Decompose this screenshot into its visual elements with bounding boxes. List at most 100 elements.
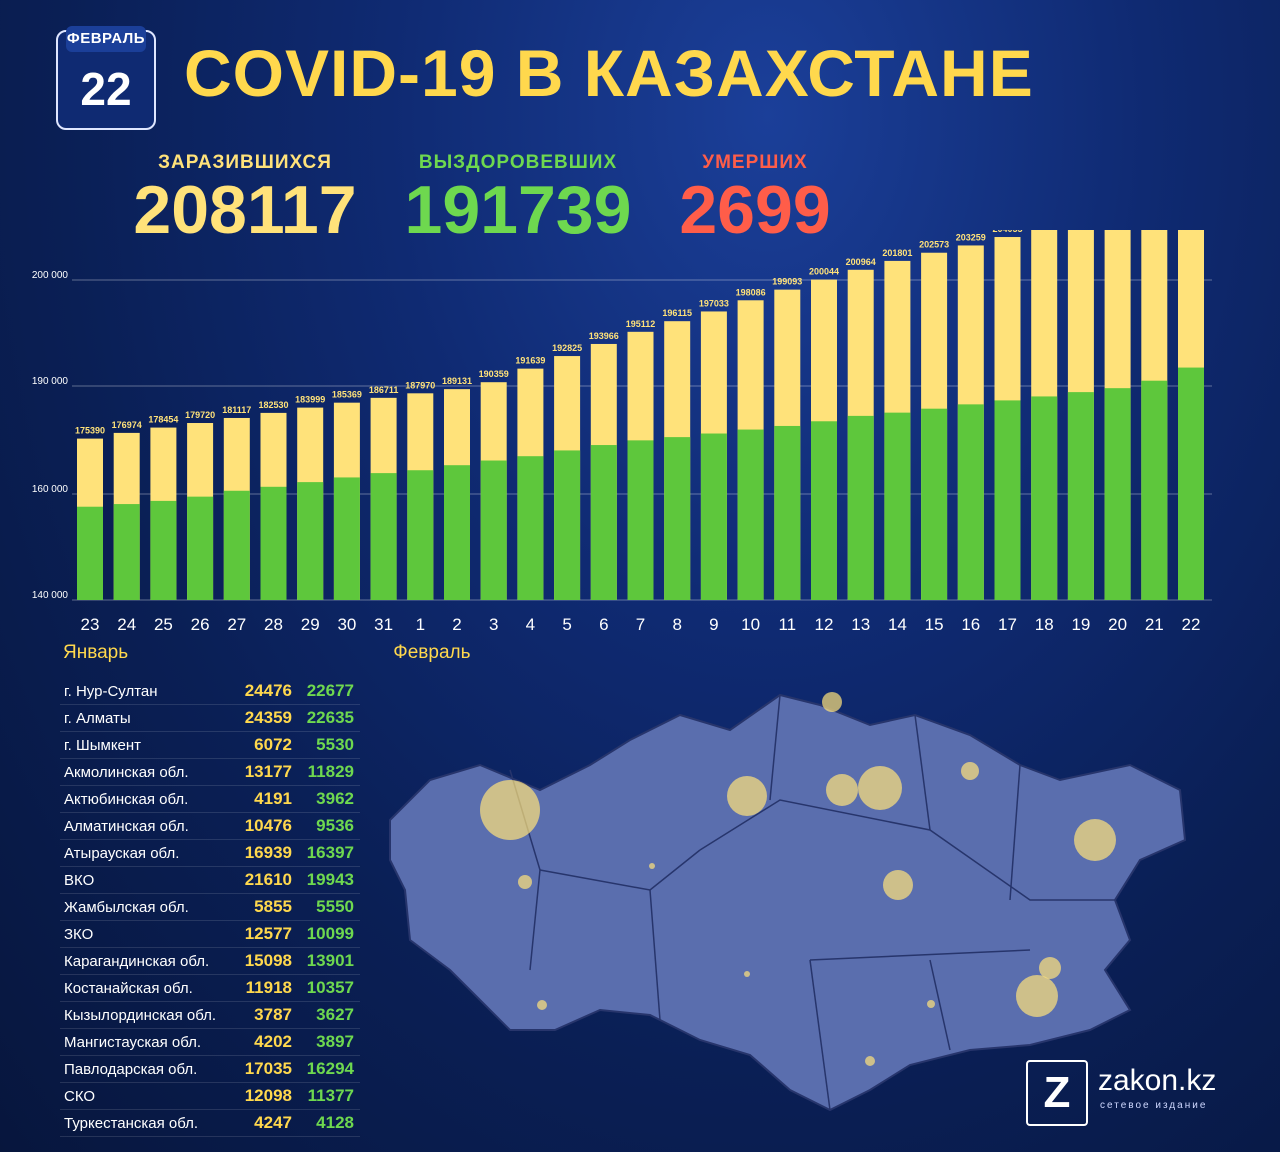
bar-recovered [1141, 380, 1168, 600]
bar-value-label: 186711 [369, 385, 399, 395]
region-name: Атырауская обл. [64, 844, 180, 862]
region-recovered: 5550 [316, 897, 354, 916]
bar-value-label: 190359 [479, 369, 509, 379]
date-month: ФЕВРАЛЬ [66, 26, 146, 52]
region-infected: 12098 [244, 1086, 292, 1105]
region-row: Кызылординская обл. 3787 3627 [60, 1002, 360, 1029]
bar-value-label: 201801 [882, 248, 912, 258]
region-name: г. Шымкент [64, 736, 142, 754]
region-borders [509, 694, 1115, 1111]
region-row: Атырауская обл. 16939 16397 [60, 840, 360, 867]
bar-value-label: 203259 [956, 232, 986, 242]
bar-recovered [627, 440, 654, 600]
bar-recovered [333, 477, 360, 600]
bar-recovered [700, 433, 727, 600]
map-circle [727, 776, 767, 816]
bar-value-label: 175390 [75, 426, 105, 436]
region-row: Акмолинская обл. 13177 11829 [60, 759, 360, 786]
bar-recovered [811, 421, 837, 600]
region-name: СКО [64, 1087, 96, 1105]
bar-recovered [187, 496, 214, 600]
case-circles [480, 692, 1116, 1066]
month-label: Январь [63, 642, 128, 663]
date-day: 22 [80, 63, 132, 115]
infected-value: 208117 [133, 172, 357, 248]
bar-value-label: 185369 [332, 390, 362, 400]
x-tick-label: 13 [851, 615, 870, 634]
region-row: Карагандинская обл. 15098 13901 [60, 948, 360, 975]
bar-recovered [590, 445, 617, 600]
date-badge: ФЕВРАЛЬ 22 [56, 26, 156, 130]
x-tick-label: 26 [191, 615, 210, 634]
map-circle [480, 780, 540, 840]
x-tick-label: 5 [562, 615, 571, 634]
region-name: г. Алматы [64, 709, 131, 727]
region-row: Мангистауская обл. 4202 3897 [60, 1029, 360, 1056]
region-recovered: 5530 [316, 735, 354, 754]
region-row: г. Алматы 24359 22635 [60, 705, 360, 732]
x-tick-label: 22 [1182, 615, 1201, 634]
bar-recovered [957, 404, 984, 600]
map-circle [744, 971, 750, 977]
recovered-value: 191739 [404, 172, 632, 248]
bar-recovered [737, 429, 764, 600]
bar-recovered [150, 500, 177, 600]
region-recovered: 16397 [306, 843, 354, 862]
x-tick-label: 1 [416, 615, 425, 634]
logo-subtitle: сетевое издание [1100, 1100, 1208, 1111]
region-infected: 5855 [254, 897, 292, 916]
region-recovered: 16294 [306, 1059, 354, 1078]
region-infected: 15098 [244, 951, 292, 970]
region-row: Алматинская обл. 10476 9536 [60, 813, 360, 840]
x-tick-label: 21 [1145, 615, 1164, 634]
bar-recovered [517, 456, 544, 600]
logo-mark: Z [1026, 1060, 1088, 1126]
region-recovered: 19943 [306, 870, 354, 889]
bar-value-label: 192825 [552, 343, 582, 353]
bar-recovered [260, 486, 287, 600]
region-recovered: 3627 [316, 1005, 354, 1024]
region-infected: 4202 [254, 1032, 292, 1051]
region-row: ЗКО 12577 10099 [60, 921, 360, 948]
region-recovered: 10357 [306, 978, 354, 997]
bar-value-label: 200044 [809, 267, 839, 277]
region-infected: 16939 [244, 843, 292, 862]
zakon-logo: Z zakon.kz сетевое издание [1026, 1060, 1226, 1126]
page-title: COVID-19 В КАЗАХСТАНЕ [184, 36, 1034, 110]
region-name: Жамбылская обл. [64, 898, 189, 916]
bar-value-label: 198086 [736, 287, 766, 297]
infected-stat: ЗАРАЗИВШИХСЯ 208117 [120, 152, 370, 244]
x-tick-label: 6 [599, 615, 608, 634]
bar-recovered [407, 470, 434, 600]
bar-value-label: 202573 [919, 240, 949, 250]
region-name: Актюбинская обл. [64, 790, 189, 808]
bar-value-label: 199093 [772, 277, 802, 287]
bar-value-label: 200964 [846, 257, 876, 267]
map-circle [858, 766, 902, 810]
bar-recovered [223, 490, 250, 600]
region-name: Карагандинская обл. [64, 952, 210, 970]
map-circle [826, 774, 858, 806]
bar-recovered [774, 425, 801, 600]
bar-recovered [664, 437, 691, 600]
bar-value-label: 189131 [442, 376, 472, 386]
region-recovered: 11829 [307, 762, 354, 781]
deaths-label: УМЕРШИХ [702, 152, 808, 173]
map-circle [822, 692, 842, 712]
x-tick-label: 27 [227, 615, 246, 634]
x-tick-label: 15 [925, 615, 944, 634]
map-circle [537, 1000, 547, 1010]
logo-name: zakon.kz [1098, 1064, 1217, 1097]
map-circle [865, 1056, 875, 1066]
x-tick-label: 30 [337, 615, 356, 634]
map-circle [518, 875, 532, 889]
bar-value-label: 179720 [185, 410, 215, 420]
region-row: г. Нур-Султан 24476 22677 [60, 678, 360, 705]
bar-recovered [1067, 392, 1094, 600]
x-tick-label: 2 [452, 615, 461, 634]
bar-recovered [77, 506, 103, 600]
y-tick-label: 140 000 [32, 590, 69, 601]
region-recovered: 3897 [316, 1032, 354, 1051]
bar-recovered [921, 408, 948, 600]
bar-value-label: 178454 [148, 415, 178, 425]
